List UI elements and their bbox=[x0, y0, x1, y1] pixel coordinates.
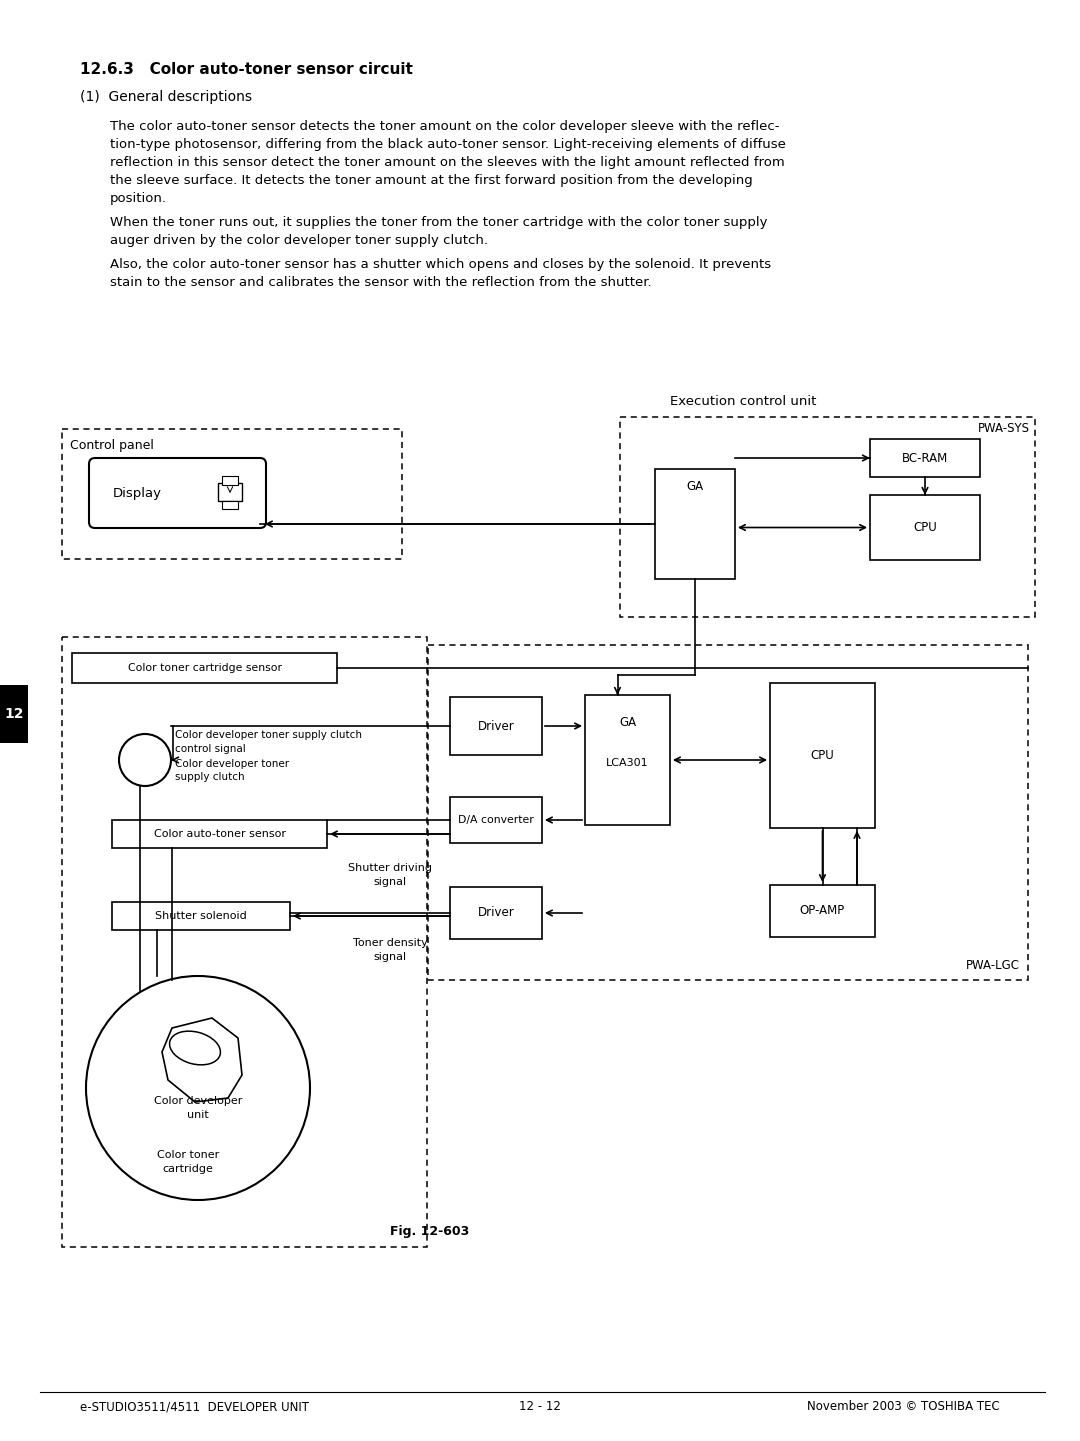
Bar bbox=[770, 683, 875, 829]
Bar bbox=[72, 653, 337, 683]
Text: stain to the sensor and calibrates the sensor with the reflection from the shutt: stain to the sensor and calibrates the s… bbox=[110, 277, 651, 290]
FancyBboxPatch shape bbox=[89, 458, 266, 527]
Text: D/A converter: D/A converter bbox=[458, 816, 534, 826]
Text: OP-AMP: OP-AMP bbox=[800, 905, 846, 918]
Text: Display: Display bbox=[113, 487, 162, 500]
Bar bbox=[112, 820, 327, 847]
Text: position.: position. bbox=[110, 192, 167, 205]
Text: CPU: CPU bbox=[811, 749, 835, 762]
Text: 12 - 12: 12 - 12 bbox=[519, 1401, 561, 1414]
Text: e-STUDIO3511/4511  DEVELOPER UNIT: e-STUDIO3511/4511 DEVELOPER UNIT bbox=[80, 1401, 309, 1414]
Text: The color auto-toner sensor detects the toner amount on the color developer slee: The color auto-toner sensor detects the … bbox=[110, 120, 780, 133]
Text: unit: unit bbox=[187, 1110, 208, 1120]
Bar bbox=[620, 416, 1035, 617]
Text: Control panel: Control panel bbox=[70, 440, 153, 452]
Text: Execution control unit: Execution control unit bbox=[670, 395, 816, 408]
Text: Also, the color auto-toner sensor has a shutter which opens and closes by the so: Also, the color auto-toner sensor has a … bbox=[110, 258, 771, 271]
Bar bbox=[222, 501, 238, 509]
Bar bbox=[870, 440, 980, 477]
Bar bbox=[450, 697, 542, 755]
Text: Shutter driving: Shutter driving bbox=[348, 863, 432, 873]
Text: the sleeve surface. It detects the toner amount at the first forward position fr: the sleeve surface. It detects the toner… bbox=[110, 174, 753, 187]
Text: Color toner cartridge sensor: Color toner cartridge sensor bbox=[127, 663, 282, 673]
Bar bbox=[62, 637, 427, 1246]
Text: cartridge: cartridge bbox=[163, 1164, 214, 1174]
Text: GA: GA bbox=[687, 480, 703, 493]
Text: signal: signal bbox=[374, 878, 406, 888]
Text: November 2003 © TOSHIBA TEC: November 2003 © TOSHIBA TEC bbox=[807, 1401, 1000, 1414]
Text: auger driven by the color developer toner supply clutch.: auger driven by the color developer tone… bbox=[110, 233, 488, 246]
Text: PWA-SYS: PWA-SYS bbox=[978, 422, 1030, 435]
Bar bbox=[870, 496, 980, 561]
Bar bbox=[585, 695, 670, 826]
Bar bbox=[428, 646, 1028, 980]
Bar bbox=[450, 797, 542, 843]
Text: signal: signal bbox=[374, 953, 406, 963]
Text: Color developer toner: Color developer toner bbox=[175, 759, 289, 769]
Text: (1)  General descriptions: (1) General descriptions bbox=[80, 89, 252, 104]
Text: When the toner runs out, it supplies the toner from the toner cartridge with the: When the toner runs out, it supplies the… bbox=[110, 216, 768, 229]
Text: Fig. 12-603: Fig. 12-603 bbox=[390, 1225, 470, 1238]
Text: Color toner: Color toner bbox=[157, 1150, 219, 1160]
Text: tion-type photosensor, differing from the black auto-toner sensor. Light-receivi: tion-type photosensor, differing from th… bbox=[110, 138, 786, 151]
Text: Driver: Driver bbox=[477, 719, 514, 732]
Text: Color developer toner supply clutch: Color developer toner supply clutch bbox=[175, 731, 362, 741]
Bar bbox=[62, 429, 402, 559]
Text: control signal: control signal bbox=[175, 744, 246, 754]
Text: GA: GA bbox=[619, 716, 636, 729]
Text: Color developer: Color developer bbox=[153, 1097, 242, 1107]
Text: Color auto-toner sensor: Color auto-toner sensor bbox=[153, 829, 285, 839]
Text: reflection in this sensor detect the toner amount on the sleeves with the light : reflection in this sensor detect the ton… bbox=[110, 156, 785, 169]
Bar bbox=[450, 888, 542, 940]
Text: LCA301: LCA301 bbox=[606, 758, 649, 768]
Text: 12: 12 bbox=[4, 708, 24, 720]
Text: Shutter solenoid: Shutter solenoid bbox=[156, 911, 247, 921]
Text: PWA-LGC: PWA-LGC bbox=[966, 960, 1020, 973]
Text: BC-RAM: BC-RAM bbox=[902, 451, 948, 464]
Bar bbox=[222, 476, 238, 486]
Text: Driver: Driver bbox=[477, 906, 514, 919]
Text: Toner density: Toner density bbox=[353, 938, 428, 948]
Bar bbox=[112, 902, 291, 929]
Bar bbox=[218, 483, 242, 501]
Bar bbox=[770, 885, 875, 937]
Text: CPU: CPU bbox=[913, 522, 936, 535]
Bar bbox=[0, 684, 28, 744]
Text: supply clutch: supply clutch bbox=[175, 772, 245, 782]
Bar bbox=[654, 468, 735, 579]
Text: 12.6.3   Color auto-toner sensor circuit: 12.6.3 Color auto-toner sensor circuit bbox=[80, 62, 413, 76]
